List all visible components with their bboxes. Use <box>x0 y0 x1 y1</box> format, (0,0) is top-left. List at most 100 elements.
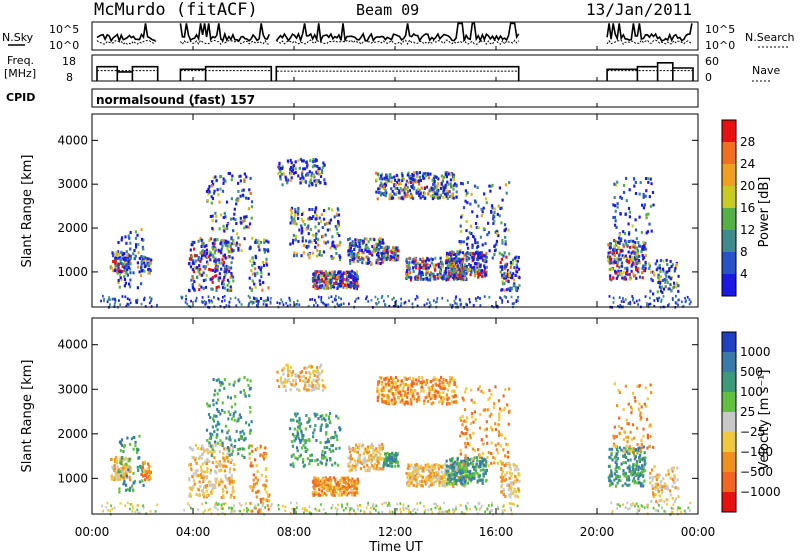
data-cell <box>332 490 335 494</box>
data-cell <box>321 477 325 481</box>
data-cell <box>385 257 388 261</box>
data-cell <box>427 399 430 403</box>
data-cell <box>355 468 358 472</box>
data-cell <box>490 204 494 208</box>
data-cell <box>209 432 212 436</box>
data-cell <box>377 251 380 255</box>
data-cell <box>500 253 503 257</box>
data-cell <box>129 247 132 251</box>
data-cell <box>618 253 621 257</box>
data-cell <box>278 161 281 165</box>
data-cell <box>332 240 335 244</box>
data-cell <box>188 446 191 450</box>
data-cell <box>416 392 419 396</box>
data-cell <box>220 480 223 484</box>
data-cell <box>205 489 208 493</box>
data-cell <box>198 455 202 459</box>
data-cell <box>433 390 437 394</box>
nsky-tick-bottom: 10^0 <box>49 39 79 52</box>
data-cell <box>141 461 144 465</box>
data-cell <box>135 243 138 247</box>
data-cell <box>438 394 441 398</box>
data-cell <box>389 254 392 258</box>
data-cell <box>396 460 399 464</box>
data-cell <box>310 181 314 185</box>
data-cell <box>416 475 419 479</box>
data-cell <box>223 294 226 298</box>
data-cell <box>311 233 314 237</box>
data-cell <box>412 173 415 177</box>
data-cell <box>505 255 508 259</box>
data-cell <box>119 303 122 306</box>
data-cell <box>218 380 221 384</box>
data-cell <box>122 466 125 470</box>
data-cell <box>289 158 292 162</box>
data-cell <box>422 389 425 393</box>
data-cell <box>393 398 396 402</box>
data-cell <box>338 426 341 430</box>
data-cell <box>643 203 646 207</box>
data-cell <box>222 216 225 219</box>
data-cell <box>650 277 653 281</box>
data-cell <box>412 466 415 470</box>
data-cell <box>221 408 224 412</box>
data-cell <box>394 187 397 190</box>
data-cell <box>314 183 318 187</box>
data-cell <box>400 302 403 305</box>
data-cell <box>408 299 410 303</box>
data-cell <box>460 269 463 273</box>
data-cell <box>377 461 380 465</box>
data-cell <box>655 268 658 272</box>
data-cell <box>232 229 235 233</box>
data-cell <box>208 444 211 448</box>
data-cell <box>377 238 380 242</box>
data-cell <box>329 489 332 493</box>
data-cell <box>265 257 268 261</box>
data-cell <box>225 436 228 440</box>
data-cell <box>322 480 325 484</box>
data-cell <box>317 481 320 484</box>
data-cell <box>207 192 210 196</box>
data-cell <box>323 286 326 290</box>
data-cell <box>193 482 196 486</box>
data-cell <box>379 237 382 240</box>
data-cell <box>316 458 319 462</box>
data-cell <box>421 260 424 263</box>
data-cell <box>371 464 374 468</box>
data-cell <box>421 385 424 389</box>
data-cell <box>319 274 322 278</box>
data-cell <box>303 463 306 467</box>
data-cell <box>293 251 296 255</box>
data-cell <box>335 414 338 418</box>
nsky-line <box>96 22 693 44</box>
data-cell <box>406 388 409 392</box>
data-cell <box>125 250 128 254</box>
data-cell <box>439 266 442 269</box>
data-cell <box>430 194 433 198</box>
data-cell <box>352 466 355 470</box>
data-cell <box>315 281 318 285</box>
data-cell <box>607 251 610 255</box>
data-cell <box>385 176 388 180</box>
data-cell <box>337 486 340 490</box>
data-cell <box>286 366 290 370</box>
data-cell <box>195 296 198 300</box>
data-cell <box>515 288 518 292</box>
data-cell <box>448 190 451 194</box>
data-cell <box>632 245 635 249</box>
data-cell <box>339 284 342 288</box>
data-cell <box>301 170 304 174</box>
data-cell <box>321 481 324 485</box>
data-cell <box>188 262 191 266</box>
data-cell <box>115 478 118 482</box>
data-cell <box>240 249 243 252</box>
data-cell <box>292 164 296 168</box>
data-cell <box>395 256 398 259</box>
data-cell <box>322 271 325 275</box>
data-cell <box>391 379 394 383</box>
data-cell <box>340 297 342 301</box>
data-cell <box>387 381 390 385</box>
data-cell <box>325 478 329 482</box>
data-cell <box>624 275 627 279</box>
data-cell <box>238 447 242 451</box>
